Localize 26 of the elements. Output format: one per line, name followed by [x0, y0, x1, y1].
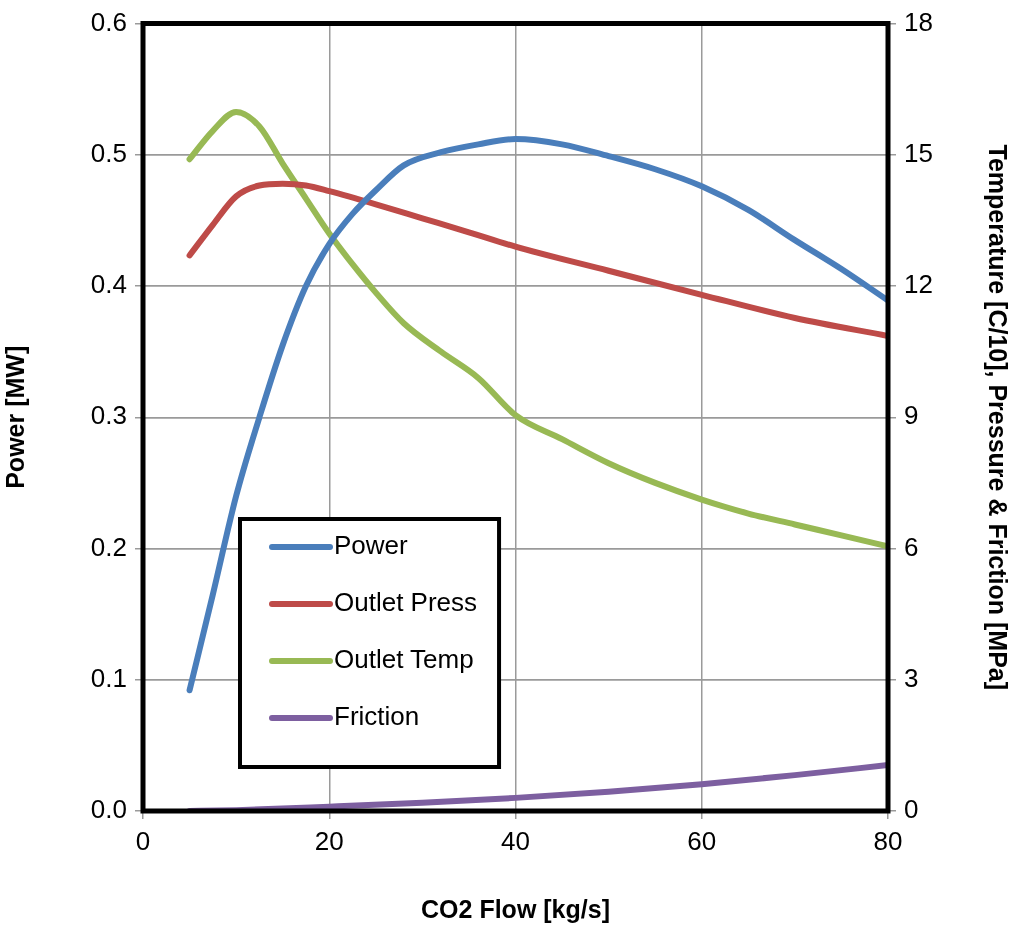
y-axis-title: Power [MW]	[0, 345, 29, 489]
y2-tick-label: 3	[904, 662, 919, 693]
legend-label: Friction	[334, 701, 420, 732]
y-tick-label: 0.5	[90, 138, 127, 169]
x-tick-label: 0	[135, 825, 151, 856]
y-tick-label: 0.3	[90, 400, 127, 431]
y2-tick-label: 9	[904, 400, 919, 431]
y2-tick-label: 0	[904, 794, 919, 825]
y2-tick-label: 15	[904, 138, 933, 169]
y-tick-label: 0.0	[90, 794, 127, 825]
y-tick-label: 0.2	[90, 531, 127, 562]
x-axis-title: CO2 Flow [kg/s]	[421, 894, 610, 923]
y-tick-label: 0.4	[90, 269, 127, 300]
y-tick-label: 0.1	[90, 662, 127, 693]
x-tick-label: 40	[501, 825, 530, 856]
x-tick-label: 20	[314, 825, 344, 856]
y2-tick-label: 6	[904, 531, 919, 562]
y2-tick-label: 18	[904, 6, 933, 37]
legend-label: Outlet Temp	[334, 644, 474, 675]
legend-label: Outlet Press	[334, 587, 478, 618]
y2-axis-title: Temperature [C/10], Pressure & Friction [MPa]	[984, 144, 1013, 691]
y2-tick-label: 12	[904, 269, 933, 300]
y-tick-label: 0.6	[90, 6, 127, 37]
x-tick-label: 60	[687, 825, 717, 856]
x-tick-label: 80	[873, 825, 903, 856]
legend-label: Power	[334, 530, 409, 561]
